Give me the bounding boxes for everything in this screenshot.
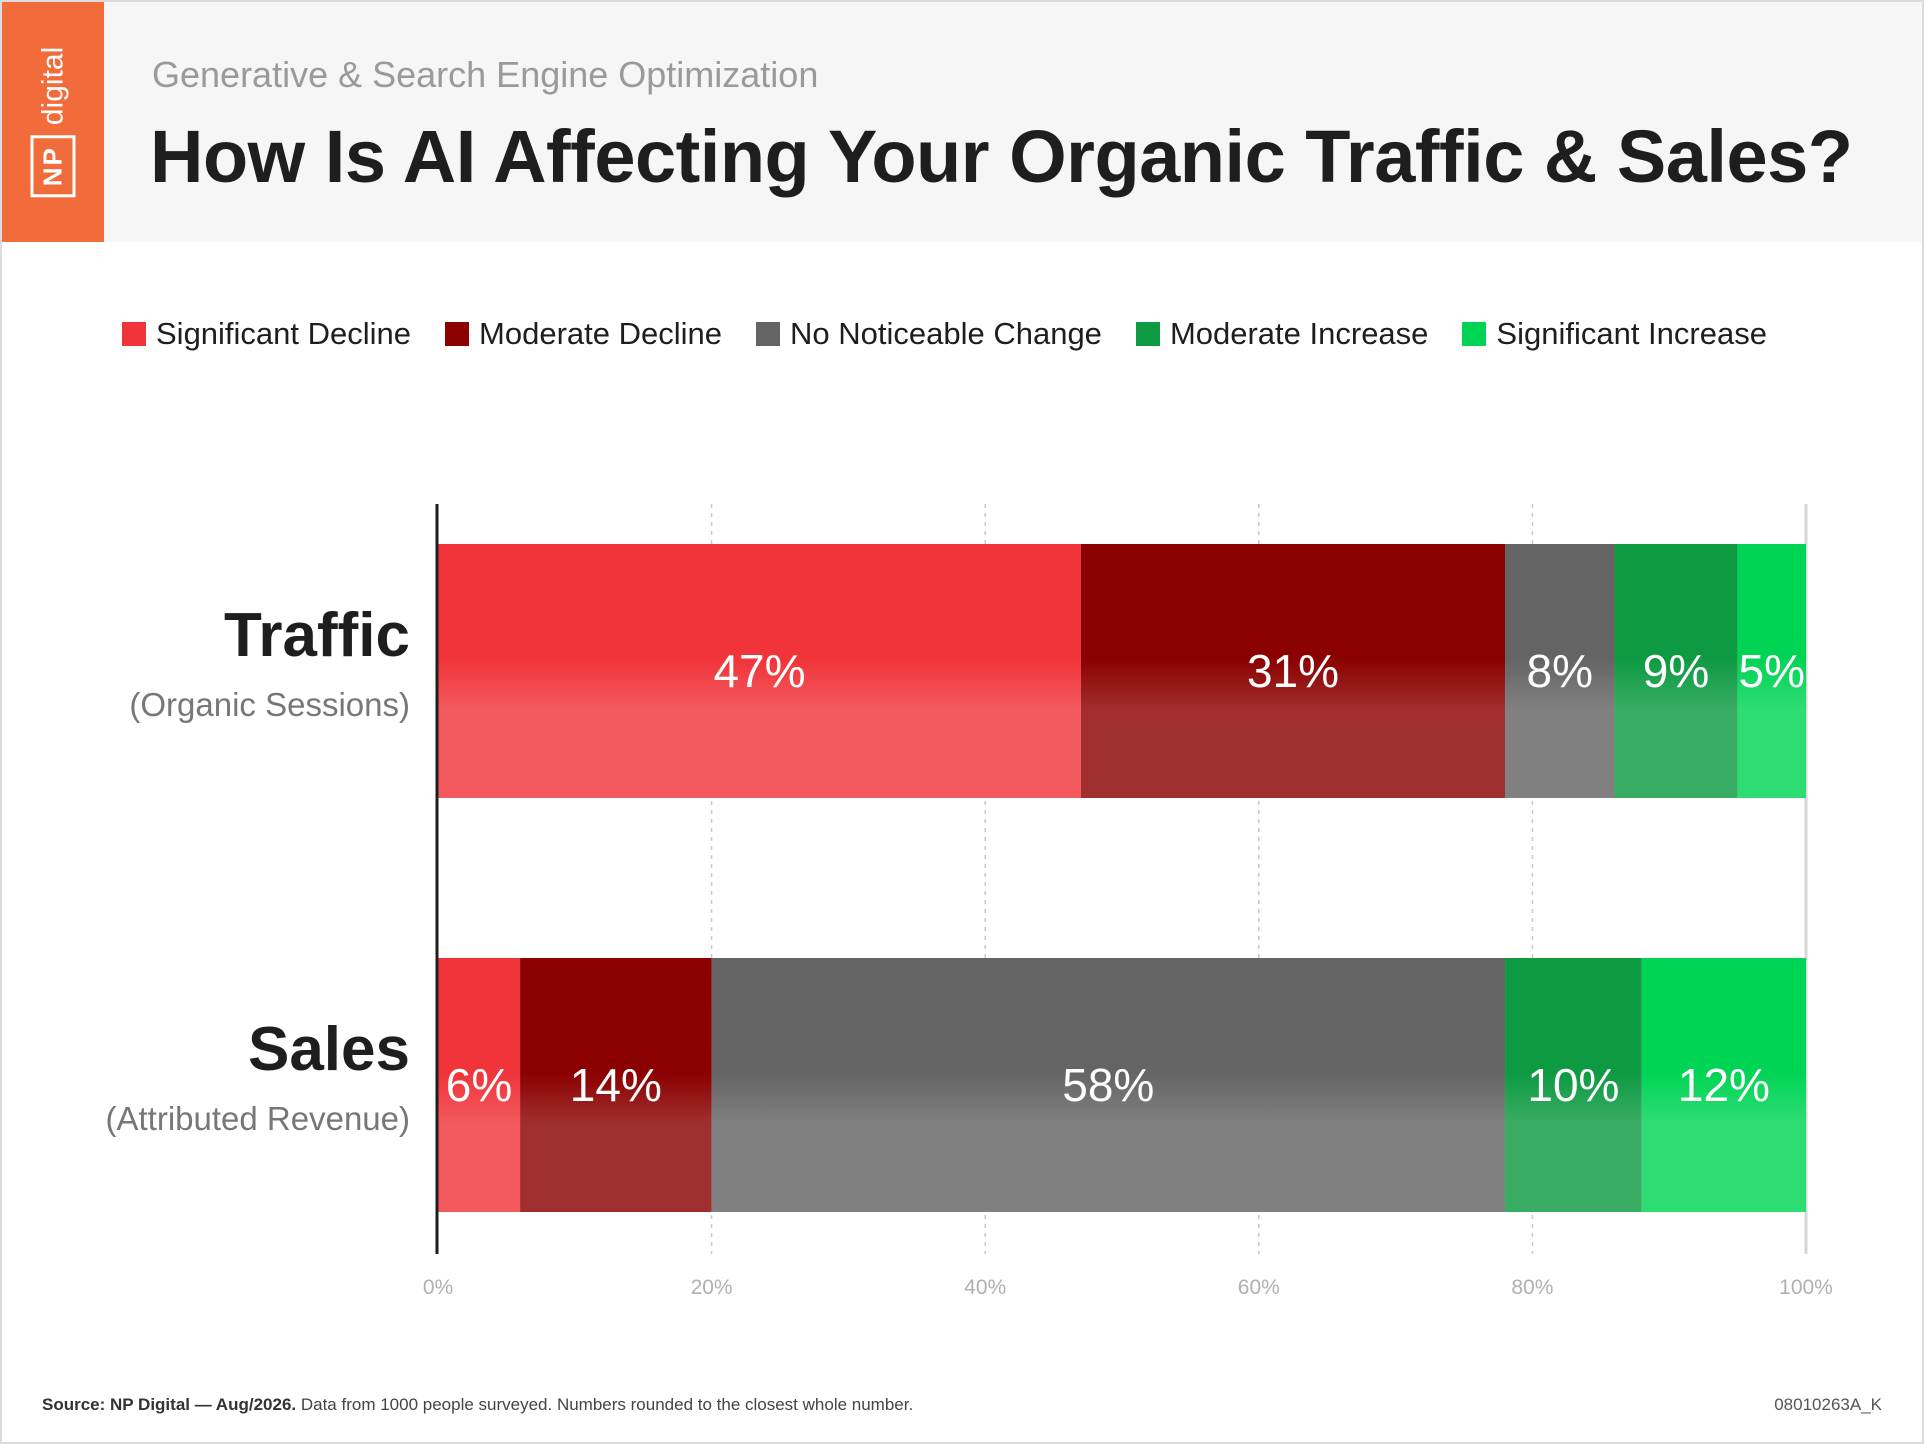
legend-swatch — [1135, 322, 1160, 346]
bar-traffic-significant-increase — [1737, 544, 1806, 798]
legend-label: No Noticeable Change — [790, 316, 1102, 351]
legend-item-significant-decline: Significant Decline — [122, 316, 411, 352]
bar-traffic-no-noticeable-change — [1505, 544, 1615, 798]
page-subtitle: Generative & Search Engine Optimization — [152, 54, 819, 95]
document-code: 08010263A_K — [1774, 1395, 1882, 1414]
source-rest: Data from 1000 people surveyed. Numbers … — [296, 1395, 914, 1414]
bar-sales-moderate-increase — [1505, 958, 1642, 1212]
data-label: 6% — [446, 1059, 512, 1111]
category-sublabel: (Organic Sessions) — [129, 686, 410, 723]
data-label: 47% — [713, 645, 805, 697]
source-bold: Source: NP Digital — Aug/2026. — [42, 1395, 297, 1414]
stacked-bar-chart: 0% 20% 40% 60% 80% 100% 47% 31% 8% 9% 5% Traffic (Or… — [106, 504, 1833, 1299]
data-label: 31% — [1247, 645, 1339, 697]
bar-traffic-significant-decline — [438, 544, 1081, 798]
data-label: 14% — [570, 1059, 662, 1111]
category-sublabel: (Attributed Revenue) — [106, 1100, 411, 1137]
chart-legend: Significant Decline Moderate Decline No No… — [122, 316, 1767, 352]
data-label: 9% — [1643, 645, 1709, 697]
legend-item-significant-increase: Significant Increase — [1462, 316, 1767, 352]
legend-item-no-noticeable-change: No Noticeable Change — [756, 316, 1102, 352]
legend-label: Moderate Decline — [479, 316, 722, 351]
data-label: 5% — [1739, 645, 1805, 697]
x-tick-label: 0% — [423, 1276, 453, 1299]
bar-traffic-moderate-increase — [1614, 544, 1738, 798]
bar-sales-no-noticeable-change — [711, 958, 1506, 1212]
x-tick-label: 100% — [1779, 1276, 1833, 1299]
category-label: Sales — [248, 1015, 410, 1084]
source-note: Source: NP Digital — Aug/2026. Data from… — [42, 1395, 913, 1415]
x-tick-label: 40% — [964, 1276, 1006, 1299]
legend-swatch — [1462, 322, 1487, 346]
np-digital-logo: NP digital — [2, 2, 104, 242]
bar-sales-significant-increase — [1641, 958, 1806, 1212]
category-label: Traffic — [224, 601, 410, 670]
legend-item-moderate-increase: Moderate Increase — [1135, 316, 1429, 352]
legend-swatch — [445, 322, 470, 346]
x-tick-label: 80% — [1511, 1276, 1553, 1299]
data-label: 8% — [1527, 645, 1593, 697]
legend-swatch — [756, 322, 780, 346]
bar-traffic-moderate-decline — [1080, 544, 1506, 798]
x-tick-label: 20% — [691, 1276, 733, 1299]
legend-label: Moderate Increase — [1169, 316, 1429, 351]
header: NP digital Generative & Search Engine Op… — [2, 2, 1922, 242]
x-tick-label: 60% — [1238, 1276, 1280, 1299]
bar-sales-moderate-decline — [520, 958, 712, 1212]
data-label: 10% — [1527, 1059, 1619, 1111]
data-label: 58% — [1062, 1059, 1154, 1111]
data-label: 12% — [1678, 1059, 1770, 1111]
bar-sales-significant-decline — [438, 958, 521, 1212]
page-title: How Is AI Affecting Your Organic Traffic… — [150, 115, 1853, 198]
legend-label: Significant Decline — [156, 316, 412, 351]
legend-swatch — [122, 322, 146, 346]
legend-label: Significant Increase — [1496, 316, 1767, 351]
legend-item-moderate-decline: Moderate Decline — [445, 316, 722, 352]
